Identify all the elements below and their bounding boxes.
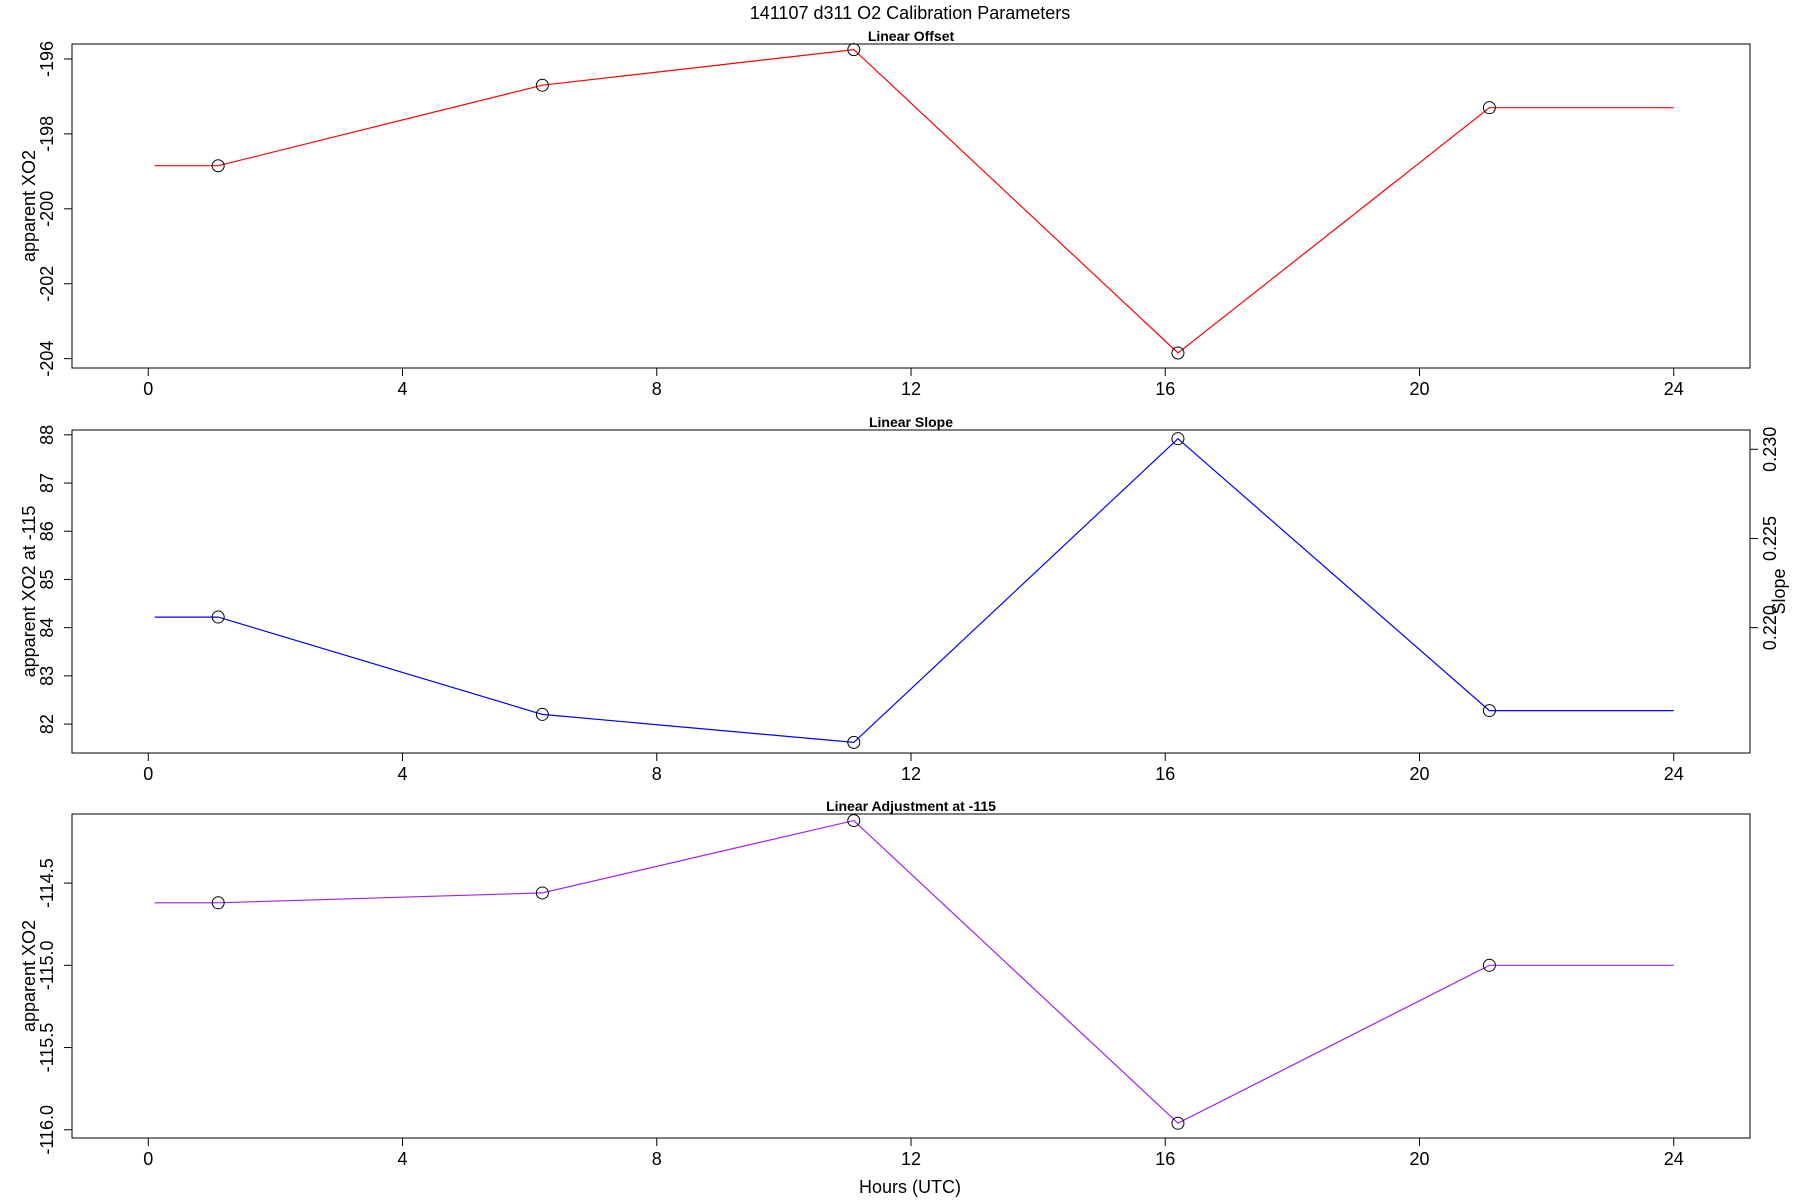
y-tick-label: -114.5 [37,858,57,908]
y-tick-label: 88 [37,425,57,445]
x-tick-label: 4 [398,764,408,784]
x-tick-label: 20 [1409,764,1429,784]
series-line [154,48,1674,354]
plot-frame [71,429,1751,754]
y-tick-label: -115.0 [37,940,57,990]
y-tick-label: -200 [37,191,57,227]
panel-title: Linear Adjustment at -115 [826,798,996,814]
y-axis-label: apparent XO2 [19,920,39,1032]
x-tick-label: 0 [143,379,153,399]
plot-frame [71,43,1751,369]
data-point [535,78,549,92]
data-point [1482,704,1496,718]
x-tick-label: 24 [1664,379,1684,399]
y2-tick-label: 0.230 [1760,427,1780,472]
x-tick-label: 12 [901,764,921,784]
panel-title: Linear Offset [868,28,955,44]
y-tick-label: -115.5 [37,1023,57,1073]
data-point [847,43,861,57]
panel-2: Linear Slope 0 4 8 12 16 20 24 82 83 84 85 86 87 88 app… [19,414,1789,784]
x-tick-label: 12 [901,1149,921,1169]
data-point [535,886,549,900]
panel-title: Linear Slope [869,414,953,430]
x-tick-label: 4 [398,1149,408,1169]
y-tick-label: 86 [37,521,57,541]
y-tick-label: -204 [37,341,57,377]
panel-1: Linear Offset 0 4 8 12 16 20 24 -204 -202 -200 -198… [19,28,1751,399]
panel-3: Linear Adjustment at -115 0 4 8 12 16 20 24 -116… [19,798,1751,1169]
y-tick-label: 87 [37,473,57,493]
series-line [154,819,1674,1124]
data-point [1171,346,1185,360]
x-tick-label: 24 [1664,764,1684,784]
x-tick-label: 20 [1409,1149,1429,1169]
data-point [211,159,225,173]
y-tick-label: -202 [37,266,57,302]
y-axis-label: apparent XO2 [19,150,39,262]
x-tick-label: 4 [398,379,408,399]
x-tick-label: 0 [143,1149,153,1169]
y-tick-label: 84 [37,618,57,638]
y-tick-label: -198 [37,116,57,152]
x-tick-label: 0 [143,764,153,784]
data-point [1482,958,1496,972]
data-point [535,707,549,721]
data-point [1171,432,1185,446]
y2-tick-label: 0.220 [1760,605,1780,650]
plot-frame [71,813,1751,1139]
x-tick-label: 24 [1664,1149,1684,1169]
chart-panels: Linear Offset 0 4 8 12 16 20 24 -204 -202 -200 -198… [19,28,1789,1169]
x-tick-label: 16 [1155,1149,1175,1169]
y-tick-label: 82 [37,714,57,734]
x-tick-label: 8 [652,1149,662,1169]
x-tick-label: 20 [1409,379,1429,399]
main-title: 141107 d311 O2 Calibration Parameters [750,3,1071,23]
x-tick-label: 12 [901,379,921,399]
data-point [847,814,861,828]
y-tick-label: 83 [37,666,57,686]
x-axis-label: Hours (UTC) [859,1177,961,1197]
x-tick-label: 8 [652,379,662,399]
data-point [1482,101,1496,115]
y2-axis-label: Slope [1769,568,1789,614]
data-point [211,896,225,910]
data-point [1171,1116,1185,1130]
x-tick-label: 16 [1155,764,1175,784]
y-tick-label: -116.0 [37,1105,57,1155]
series-line [154,437,1674,744]
x-tick-label: 16 [1155,379,1175,399]
data-point [211,610,225,624]
y2-tick-label: 0.225 [1760,516,1780,561]
y-tick-label: 85 [37,569,57,589]
x-tick-label: 8 [652,764,662,784]
y-axis-label: apparent XO2 at -115 [19,506,39,678]
data-point [847,735,861,749]
y-tick-label: -196 [37,41,57,77]
